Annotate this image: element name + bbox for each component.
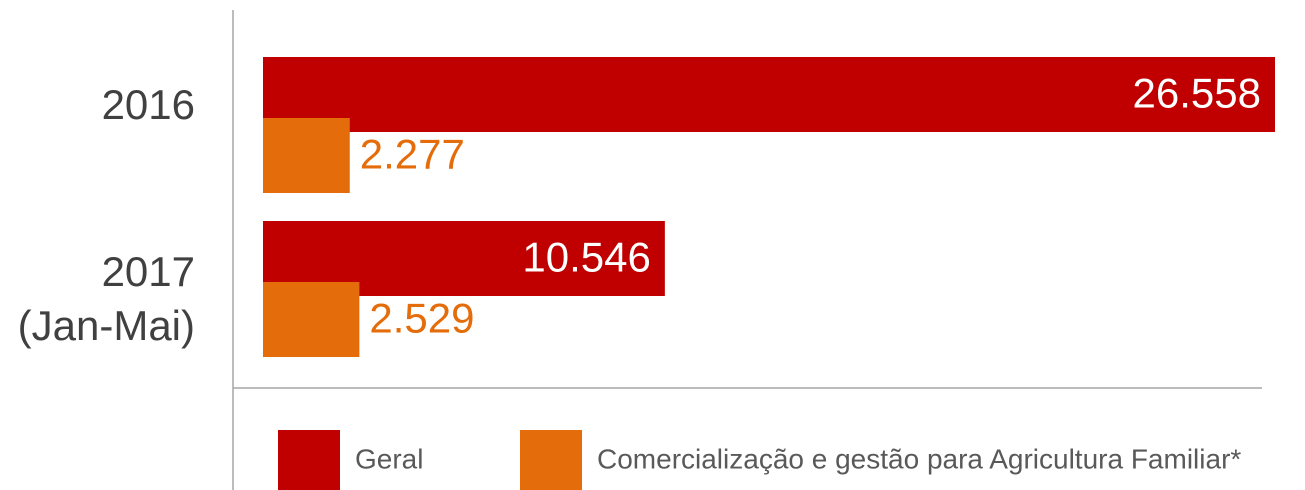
bar: [263, 282, 360, 357]
value-label: 2.529: [369, 295, 474, 342]
value-label: 26.558: [1133, 70, 1261, 117]
legend-label: Geral: [355, 443, 423, 474]
category-label: 2017 (Jan-Mai): [17, 248, 195, 349]
legend-swatch: [520, 430, 582, 490]
bar: [263, 57, 1275, 132]
value-label: 10.546: [522, 234, 650, 281]
legend-swatch: [278, 430, 340, 490]
value-label: 2.277: [360, 131, 465, 178]
category-label: 2016: [101, 81, 195, 128]
bar: [263, 118, 350, 193]
legend-label: Comercialização e gestão para Agricultur…: [597, 443, 1241, 474]
